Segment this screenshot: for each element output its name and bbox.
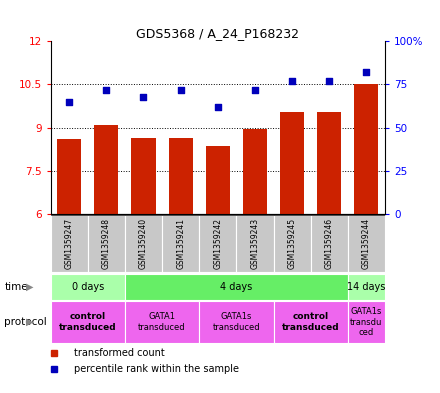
- Point: [214, 104, 221, 110]
- Text: percentile rank within the sample: percentile rank within the sample: [74, 364, 239, 374]
- Bar: [162, 215, 199, 272]
- Text: ▶: ▶: [26, 317, 34, 327]
- Bar: [132, 138, 156, 214]
- Bar: [51, 215, 88, 272]
- Text: GSM1359240: GSM1359240: [139, 218, 148, 270]
- Point: [66, 99, 73, 105]
- Text: GSM1359242: GSM1359242: [213, 219, 222, 269]
- Text: time: time: [4, 282, 28, 292]
- Text: control
transduced: control transduced: [282, 312, 340, 332]
- Bar: [236, 215, 274, 272]
- Bar: [125, 274, 348, 300]
- Bar: [348, 301, 385, 343]
- Bar: [169, 138, 193, 214]
- Text: 4 days: 4 days: [220, 282, 253, 292]
- Title: GDS5368 / A_24_P168232: GDS5368 / A_24_P168232: [136, 27, 299, 40]
- Text: control
transduced: control transduced: [59, 312, 117, 332]
- Text: GATA1s
transduced: GATA1s transduced: [213, 312, 260, 332]
- Text: GSM1359243: GSM1359243: [250, 218, 260, 270]
- Bar: [274, 301, 348, 343]
- Bar: [206, 147, 230, 214]
- Bar: [311, 215, 348, 272]
- Text: ▶: ▶: [26, 282, 34, 292]
- Bar: [274, 215, 311, 272]
- Point: [140, 94, 147, 100]
- Text: GATA1
transduced: GATA1 transduced: [138, 312, 186, 332]
- Bar: [243, 129, 267, 214]
- Point: [289, 78, 296, 84]
- Bar: [88, 215, 125, 272]
- Bar: [51, 301, 125, 343]
- Point: [251, 86, 258, 93]
- Point: [363, 69, 370, 75]
- Bar: [125, 215, 162, 272]
- Bar: [199, 215, 236, 272]
- Text: GSM1359241: GSM1359241: [176, 219, 185, 269]
- Text: GSM1359247: GSM1359247: [65, 218, 73, 270]
- Text: GSM1359245: GSM1359245: [288, 218, 297, 270]
- Bar: [94, 125, 118, 214]
- Text: 14 days: 14 days: [347, 282, 385, 292]
- Text: GSM1359244: GSM1359244: [362, 218, 371, 270]
- Bar: [354, 84, 378, 214]
- Text: GATA1s
transdu
ced: GATA1s transdu ced: [350, 307, 383, 337]
- Text: transformed count: transformed count: [74, 348, 165, 358]
- Text: GSM1359248: GSM1359248: [102, 219, 111, 269]
- Point: [326, 78, 333, 84]
- Bar: [348, 215, 385, 272]
- Text: 0 days: 0 days: [72, 282, 104, 292]
- Bar: [51, 274, 125, 300]
- Point: [103, 86, 110, 93]
- Bar: [199, 301, 274, 343]
- Text: GSM1359246: GSM1359246: [325, 218, 334, 270]
- Point: [177, 86, 184, 93]
- Bar: [348, 274, 385, 300]
- Bar: [57, 139, 81, 214]
- Bar: [280, 112, 304, 214]
- Text: protocol: protocol: [4, 317, 47, 327]
- Bar: [125, 301, 199, 343]
- Bar: [317, 112, 341, 214]
